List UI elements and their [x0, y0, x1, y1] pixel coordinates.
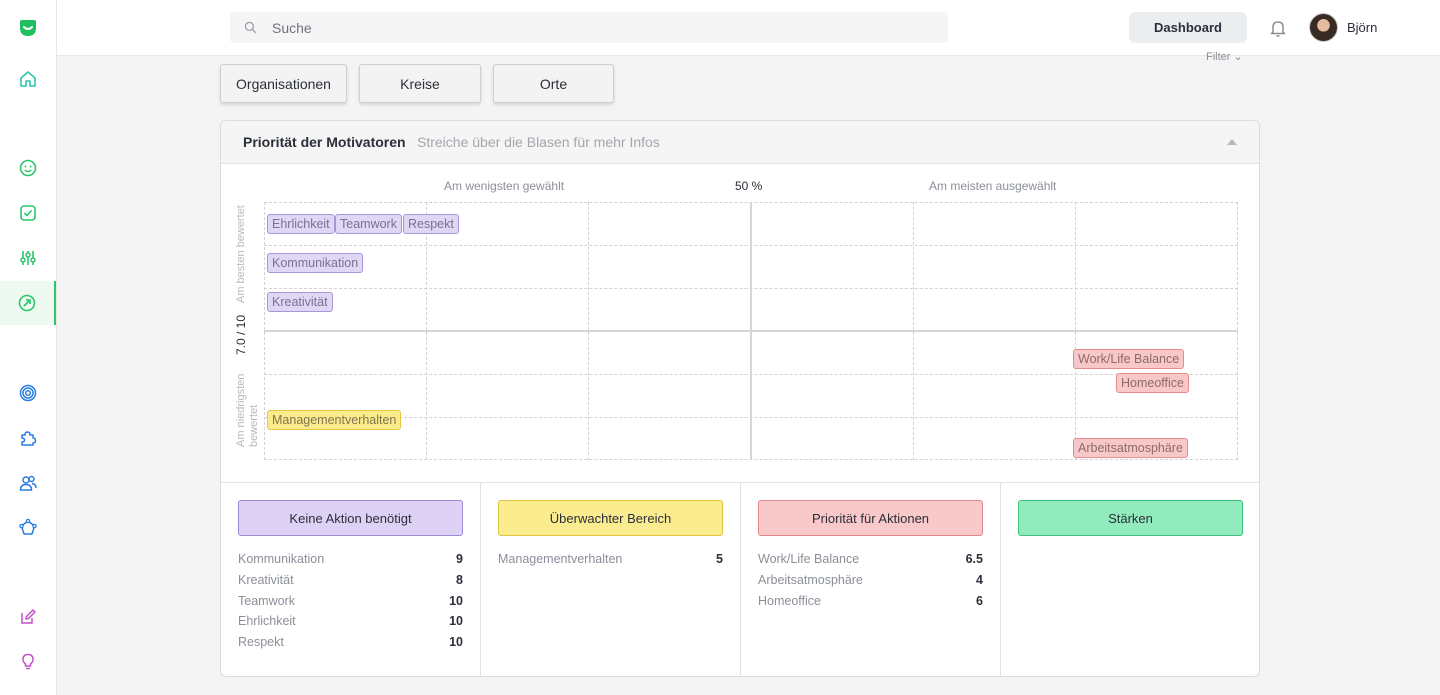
grid-line — [264, 245, 1238, 246]
list-item: Homeoffice 6 — [758, 594, 983, 608]
sliders-icon — [20, 251, 36, 265]
card-title: Priorität der Motivatoren — [243, 134, 406, 150]
category-column-monitored: Überwachter Bereich Managementverhalten 5 — [481, 483, 741, 676]
category-button-strengths[interactable]: Stärken — [1018, 500, 1243, 536]
logo-icon[interactable] — [17, 17, 39, 39]
category-column-no-action: Keine Aktion benötigt Kommunikation 9 Kre… — [221, 483, 481, 676]
grid-line — [264, 288, 1238, 289]
category-column-strengths: Stärken — [1001, 483, 1259, 676]
category-columns: Keine Aktion benötigt Kommunikation 9 Kre… — [221, 482, 1259, 676]
dashboard-button[interactable]: Dashboard — [1129, 12, 1247, 43]
card-header[interactable]: Priorität der Motivatoren Streiche über … — [221, 121, 1259, 164]
search-icon — [244, 21, 257, 34]
bubble-kommunikation[interactable]: Kommunikation — [267, 253, 364, 273]
category-button-monitored[interactable]: Überwachter Bereich — [498, 500, 723, 536]
sidebar-item-skills[interactable] — [0, 416, 56, 460]
filter-organisationen-button[interactable]: Organisationen — [220, 64, 347, 103]
sidebar-item-settings[interactable] — [0, 236, 56, 280]
grid-line — [264, 374, 1238, 375]
list-item: Teamwork 10 — [238, 594, 463, 608]
lightbulb-icon — [22, 653, 34, 670]
category-button-priority[interactable]: Priorität für Aktionen — [758, 500, 983, 536]
puzzle-icon — [21, 431, 37, 446]
sidebar-item-home[interactable] — [0, 57, 56, 101]
grid-line — [264, 459, 1238, 460]
users-icon — [19, 475, 37, 491]
grid-line — [264, 417, 1238, 418]
y-axis-bottom-label: Am niedrigsten bewertet — [235, 373, 260, 447]
list-item: Work/Life Balance 6.5 — [758, 552, 983, 566]
x-axis-mid-label: 50 % — [735, 179, 763, 193]
list-item: Kreativität 8 — [238, 573, 463, 587]
sidebar-item-mood[interactable] — [0, 146, 56, 190]
category-button-no-action[interactable]: Keine Aktion benötigt — [238, 500, 463, 536]
bell-icon[interactable] — [1268, 18, 1288, 38]
x-axis-right-label: Am meisten ausgewählt — [929, 179, 1057, 193]
network-icon — [19, 518, 37, 535]
bubble-ehrlichkeit[interactable]: Ehrlichkeit — [267, 214, 335, 234]
list-item: Respekt 10 — [238, 635, 463, 649]
grid-line — [264, 202, 1238, 203]
card-subtitle: Streiche über die Blasen für mehr Infos — [417, 134, 660, 150]
list-item: Ehrlichkeit 10 — [238, 614, 463, 628]
list-item: Kommunikation 9 — [238, 552, 463, 566]
sidebar-item-network[interactable] — [0, 506, 56, 550]
list-item: Managementverhalten 5 — [498, 552, 723, 566]
bubble-arbeitsatmosphaere[interactable]: Arbeitsatmosphäre — [1073, 438, 1188, 458]
trend-icon — [18, 294, 36, 312]
avatar[interactable] — [1309, 13, 1338, 42]
home-icon — [20, 71, 36, 87]
bubble-homeoffice[interactable]: Homeoffice — [1116, 373, 1189, 393]
search-input[interactable] — [272, 12, 912, 43]
sidebar-item-team[interactable] — [0, 461, 56, 505]
bubble-work-life-balance[interactable]: Work/Life Balance — [1073, 349, 1185, 369]
bubble-teamwork[interactable]: Teamwork — [335, 214, 402, 234]
bubble-kreativitaet[interactable]: Kreativität — [267, 292, 333, 312]
collapse-caret-icon[interactable] — [1227, 139, 1237, 145]
grid-center-line — [264, 330, 1238, 332]
target-icon — [19, 384, 37, 402]
y-axis-mid-label: 7.0 / 10 — [234, 314, 248, 355]
edit-icon — [21, 609, 36, 624]
category-column-priority: Priorität für Aktionen Work/Life Balance… — [741, 483, 1001, 676]
sidebar-item-tasks[interactable] — [0, 191, 56, 235]
top-bar: Dashboard Björn — [57, 0, 1440, 56]
x-axis-left-label: Am wenigsten gewählt — [444, 179, 565, 193]
bubble-respekt[interactable]: Respekt — [403, 214, 459, 234]
checkbox-icon — [20, 205, 36, 221]
bubble-chart: Ehrlichkeit Teamwork Respekt Kommunikati… — [264, 202, 1238, 460]
sidebar-item-notes[interactable] — [0, 595, 56, 639]
user-name[interactable]: Björn — [1347, 20, 1378, 35]
bubble-managementverhalten[interactable]: Managementverhalten — [267, 410, 402, 430]
sidebar-item-goals[interactable] — [0, 371, 56, 415]
filter-orte-button[interactable]: Orte — [493, 64, 614, 103]
filter-kreise-button[interactable]: Kreise — [359, 64, 481, 103]
motivators-card: Priorität der Motivatoren Streiche über … — [220, 120, 1260, 677]
sidebar — [0, 0, 57, 695]
sidebar-item-ideas[interactable] — [0, 640, 56, 684]
smiley-icon — [19, 159, 37, 177]
list-item: Arbeitsatmosphäre 4 — [758, 573, 983, 587]
y-axis-top-label: Am besten bewertet — [235, 205, 247, 303]
sidebar-item-motivators[interactable] — [0, 281, 56, 325]
filter-link[interactable]: Filter ⌄ — [1206, 51, 1243, 63]
search-box[interactable] — [230, 12, 948, 43]
